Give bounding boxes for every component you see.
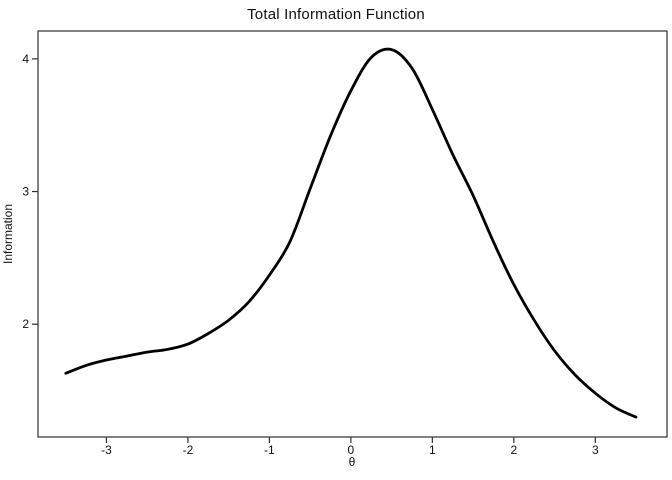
y-tick-label: 3 [22,185,29,199]
plot-panel-border [37,30,668,438]
x-tick-label: -1 [264,443,275,457]
information-curve [64,47,638,419]
y-tick-label: 2 [22,317,29,331]
x-axis-label: θ [349,455,356,469]
chart-title: Total Information Function [247,6,425,23]
x-tick-label: -3 [101,443,112,457]
x-tick-label: 0 [348,443,355,457]
x-tick-label: 2 [510,443,517,457]
x-tick-label: 3 [592,443,599,457]
y-tick-label: 4 [22,52,29,66]
y-axis-label: Information [1,204,15,264]
axes: -3 -2 -1 0 1 2 3 2 3 4 [22,52,599,457]
x-tick-label: -2 [183,443,194,457]
x-tick-label: 1 [429,443,436,457]
